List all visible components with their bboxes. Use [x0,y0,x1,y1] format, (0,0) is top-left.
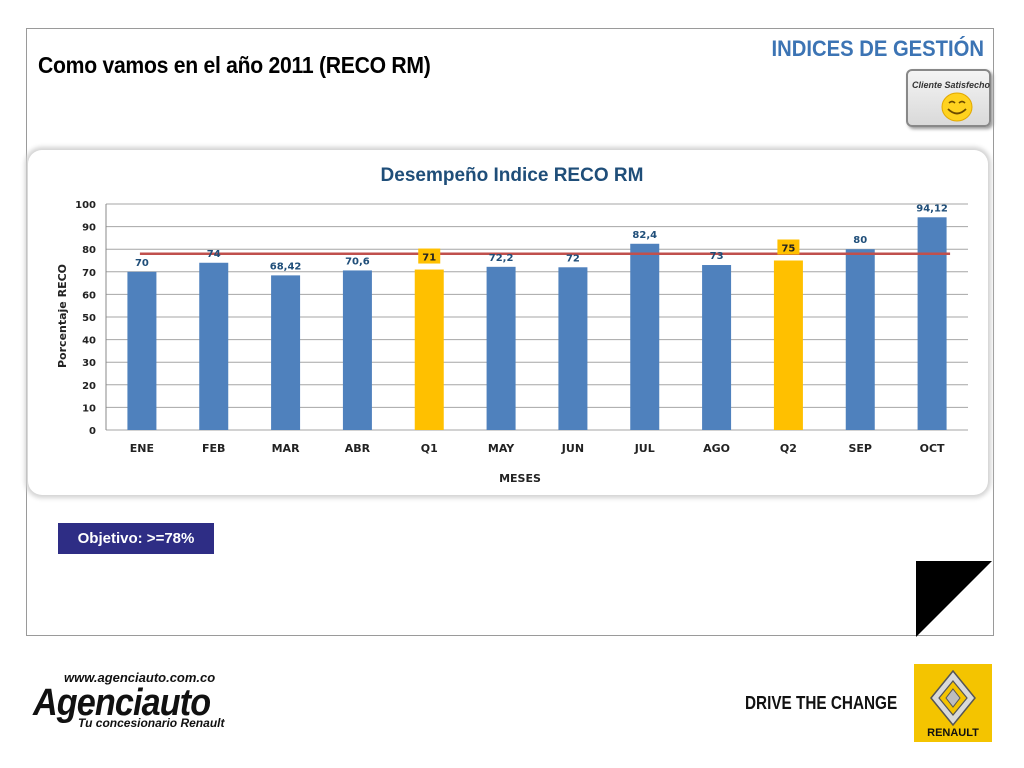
value-label-oct: 94,12 [916,203,948,214]
renault-logo-text: RENAULT [927,727,979,739]
bar-jun [558,267,588,430]
renault-logo: RENAULT [914,664,992,742]
bar-feb [199,262,229,430]
renault-diamond-icon [930,670,976,726]
x-tick-label-sep: SEP [849,442,873,455]
y-tick-label: 10 [82,403,96,414]
x-axis-ticks: ENE FEB MAR ABR Q1 MAY JUN JUL AGO Q2 SEP OCT [130,442,945,455]
chart-title: Desempeño Indice RECO RM [381,165,644,186]
x-tick-label-jun: JUN [561,442,584,455]
value-label-may: 72,2 [489,253,514,264]
corner-triangle-decoration [916,561,992,637]
website-url[interactable]: www.agenciauto.com.co [64,670,216,685]
section-title: INDICES DE GESTIÓN [771,36,984,61]
bar-ago [702,265,732,430]
y-tick-label: 0 [89,426,96,437]
brand-logo-text: Agenciauto [33,682,211,724]
bar-mar [271,275,301,430]
x-tick-label-may: MAY [488,442,515,455]
value-label-ene: 70 [135,258,149,269]
smiley-face-icon [941,92,973,122]
objective-label: Objetivo: >=78% [58,523,214,554]
value-label-q1: 71 [422,253,436,264]
value-labels: 70 74 68,42 70,6 71 72,2 72 82,4 73 75 80 94,12 [135,203,948,272]
page-title: Como vamos en el año 2011 (RECO RM) [38,52,431,78]
x-tick-label-mar: MAR [272,442,300,455]
x-tick-label-feb: FEB [202,442,225,455]
y-tick-label: 50 [82,313,96,324]
value-label-sep: 80 [853,235,867,246]
y-tick-label: 30 [82,358,96,369]
bar-ene [127,271,157,430]
y-tick-label: 90 [82,223,96,234]
x-tick-label-jul: JUL [634,442,655,455]
value-label-mar: 68,42 [270,261,302,272]
bar-q2 [773,260,803,430]
bar-oct [917,217,947,430]
value-label-background [777,239,800,255]
x-tick-label-q2: Q2 [780,442,797,455]
y-tick-label: 20 [82,381,96,392]
x-tick-label-abr: ABR [345,442,371,455]
x-tick-label-oct: OCT [920,442,945,455]
y-tick-label: 70 [82,268,96,279]
y-tick-label: 100 [75,200,96,211]
y-tick-label: 60 [82,290,96,301]
bar-sep [845,249,875,430]
value-label-abr: 70,6 [345,256,370,267]
badge-text: Cliente Satisfecho [912,80,991,90]
x-axis-label: MESES [499,472,541,485]
chart-panel: Desempeño Indice RECO RM 0 10 20 30 40 50 60 70… [28,150,988,495]
y-axis-ticks: 0 10 20 30 40 50 60 70 80 90 100 [75,200,96,437]
bar-q1 [414,269,444,430]
x-tick-label-q1: Q1 [421,442,438,455]
y-tick-label: 40 [82,336,96,347]
grid-lines [105,203,968,431]
x-tick-label-ago: AGO [703,442,730,455]
y-tick-label: 80 [82,245,96,256]
x-tick-label-ene: ENE [130,442,154,455]
bar-chart: Desempeño Indice RECO RM 0 10 20 30 40 50 60 70… [56,165,968,485]
satisfied-customer-badge: Cliente Satisfecho [906,69,991,127]
value-label-q2: 75 [781,244,795,255]
value-label-ago: 73 [710,251,724,262]
value-label-jul: 82,4 [632,230,657,241]
value-label-feb: 74 [207,249,221,260]
brand-tagline: Tu concesionario Renault [78,716,225,730]
y-axis-label: Porcentaje RECO [56,264,69,368]
value-label-jun: 72 [566,253,580,264]
bar-abr [342,270,372,430]
bar-jul [630,243,660,430]
bar-may [486,266,516,430]
value-label-background [418,248,441,264]
slogan: DRIVE THE CHANGE [745,693,898,713]
